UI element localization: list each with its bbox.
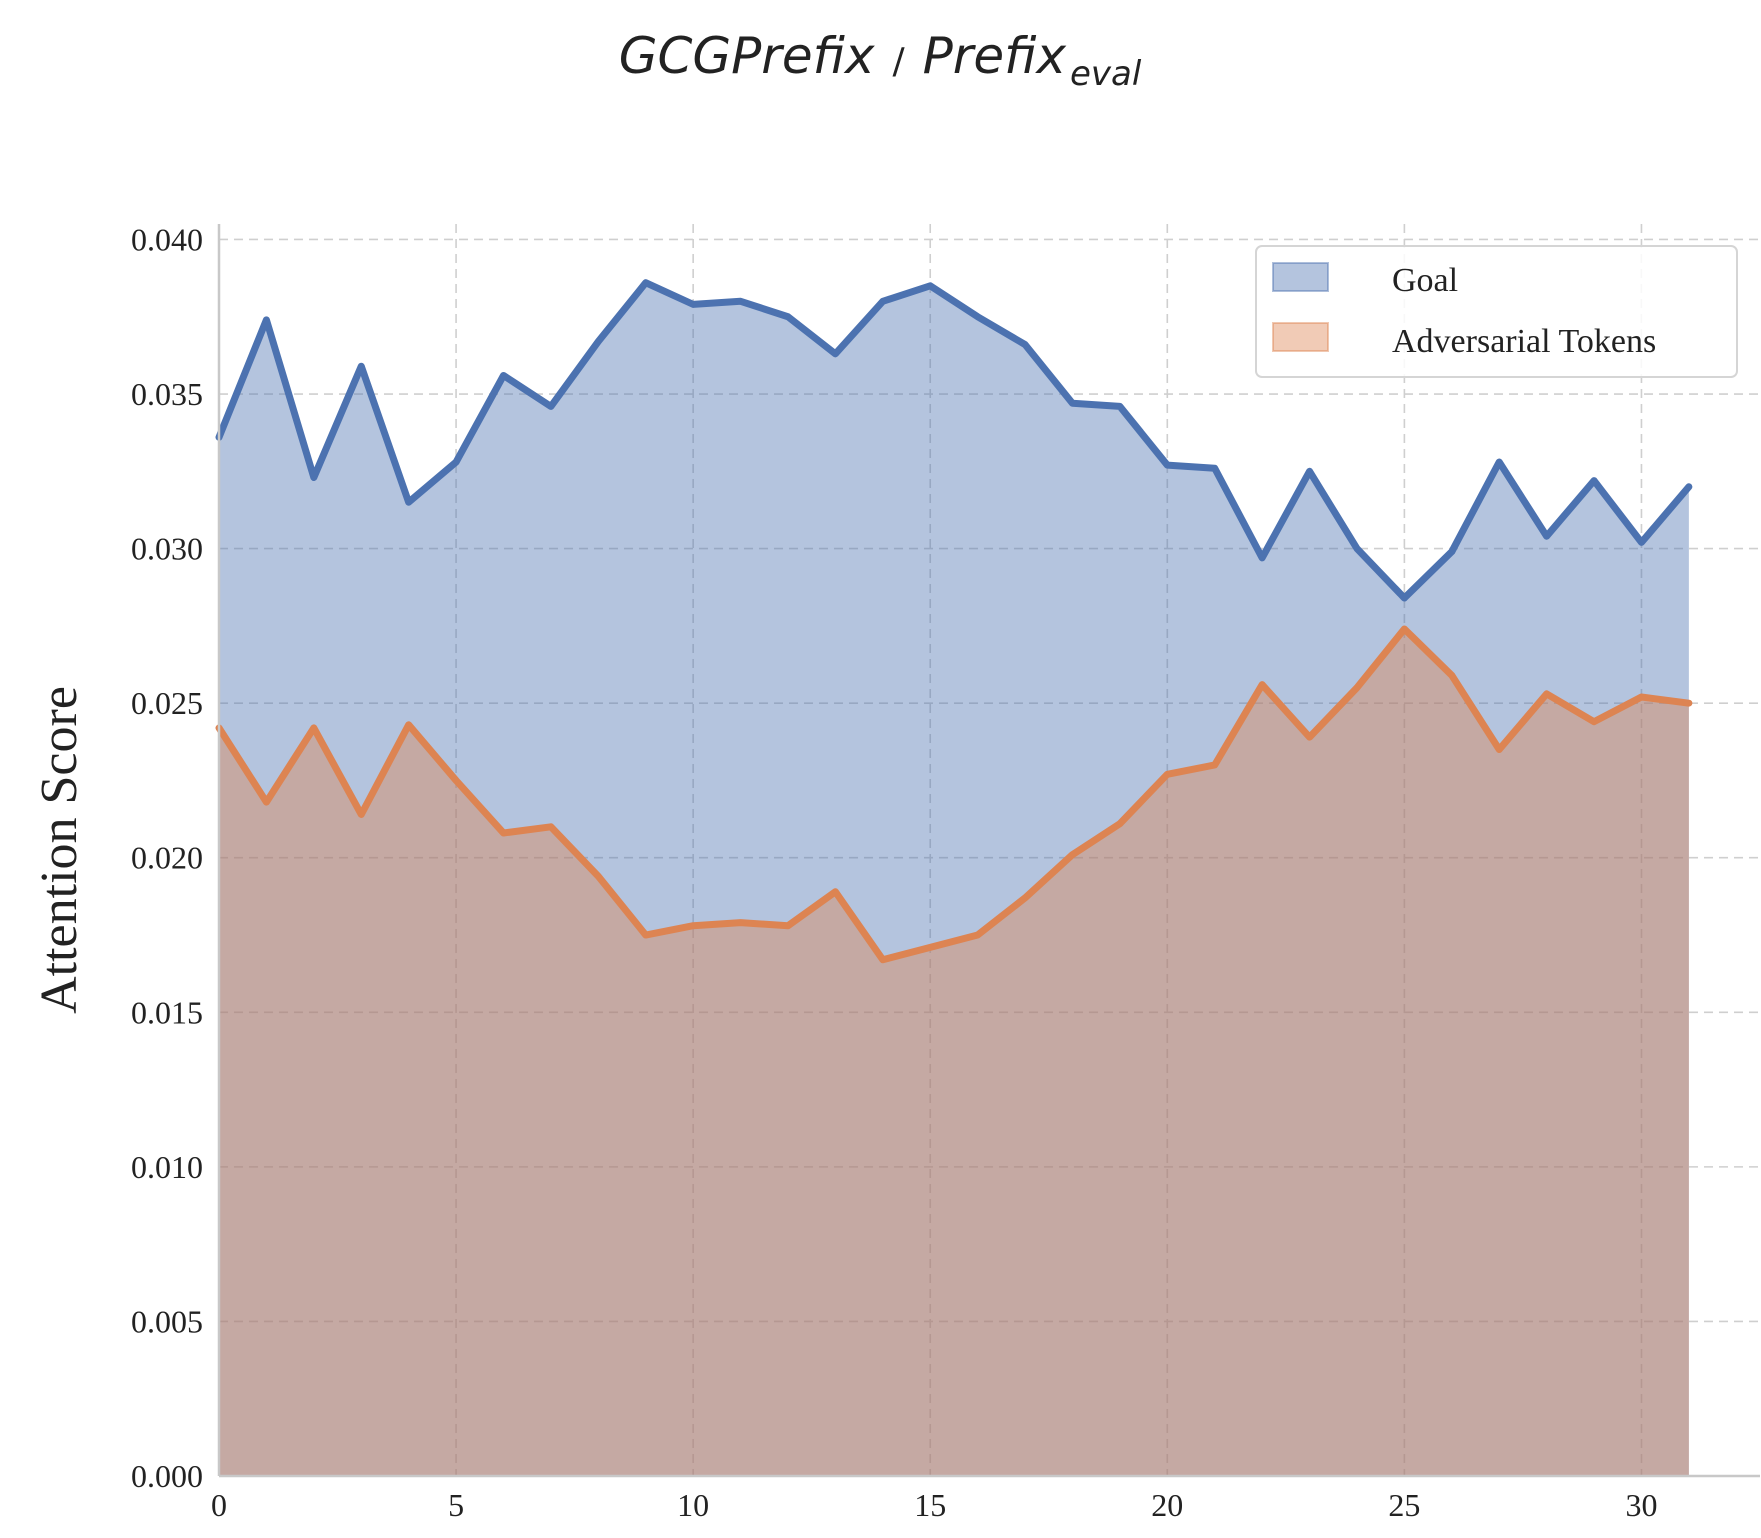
series-lines (215, 279, 1693, 964)
x-tick-label: 20 (1151, 1487, 1183, 1523)
series-areas (219, 282, 1689, 1476)
area-adversarial-tokens (219, 628, 1689, 1476)
title-right-subscript: eval (1070, 54, 1142, 94)
y-tick-label: 0.020 (131, 840, 203, 876)
y-tick-label: 0.035 (131, 376, 203, 412)
y-tick-label: 0.010 (131, 1149, 203, 1185)
chart-title: GCGPrefix / Prefix eval (619, 27, 1142, 94)
x-tick-label: 30 (1625, 1487, 1657, 1523)
x-tick-label: 25 (1388, 1487, 1420, 1523)
x-tick-label: 10 (677, 1487, 709, 1523)
y-tick-label: 0.000 (131, 1458, 203, 1494)
y-tick-label: 0.025 (131, 685, 203, 721)
y-tick-labels: 0.000 0.005 0.010 0.015 0.020 0.025 0.030 0.035… (131, 221, 203, 1494)
title-right: Prefix (923, 27, 1067, 85)
legend-swatch-adversarial-tokens (1272, 322, 1329, 352)
legend-label-goal: Goal (1392, 262, 1458, 299)
y-tick-label: 0.015 (131, 994, 203, 1030)
y-axis-label: Attention Score (31, 686, 88, 1014)
title-separator: / (892, 41, 905, 82)
x-tick-labels: 0 5 10 15 20 25 30 (211, 1487, 1657, 1523)
x-tick-label: 5 (448, 1487, 464, 1523)
grid (218, 224, 1760, 1476)
x-tick-label: 0 (211, 1487, 227, 1523)
line-goal (215, 279, 1693, 602)
y-tick-label: 0.030 (131, 531, 203, 567)
title-left: GCGPrefix (619, 27, 875, 85)
legend-swatch-goal (1272, 262, 1329, 292)
line-adversarial-tokens (215, 625, 1693, 964)
legend-label-adversarial-tokens: Adversarial Tokens (1392, 323, 1656, 360)
legend-frame (1255, 245, 1738, 378)
y-tick-label: 0.040 (131, 221, 203, 257)
y-tick-label: 0.005 (131, 1303, 203, 1339)
legend: Goal Adversarial Tokens (1255, 245, 1738, 378)
area-goal (219, 282, 1689, 1476)
x-tick-label: 15 (914, 1487, 946, 1523)
